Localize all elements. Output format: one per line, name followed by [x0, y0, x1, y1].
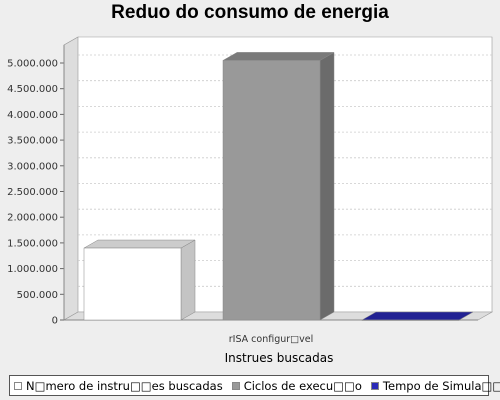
legend-label: N□mero de instru□□es buscadas	[26, 378, 223, 393]
chart-legend: N□mero de instru□□es buscadas Ciclos de e…	[9, 375, 500, 396]
y-tick-label: 3.500.000	[7, 136, 58, 147]
bar-2	[222, 51, 335, 321]
plot-left-wall	[63, 36, 79, 321]
bar-3	[361, 311, 474, 321]
y-tick-label: 3.000.000	[7, 161, 58, 172]
legend-item: Ciclos de execu□□o	[231, 378, 362, 393]
bar-side	[319, 51, 335, 321]
legend-label: Ciclos de execu□□o	[243, 378, 362, 393]
bar-front	[222, 60, 321, 321]
y-tick-label: 1.000.000	[7, 264, 58, 275]
legend-item: N□mero de instru□□es buscadas	[14, 379, 223, 393]
bar-front	[83, 247, 182, 321]
y-tick-label: 1.500.000	[7, 238, 58, 249]
x-axis-title: Instrues buscadas	[225, 351, 334, 365]
legend-label: Tempo de Simula□□o	[382, 378, 500, 393]
y-tick-label: 5.000.000	[7, 58, 58, 69]
y-tick-label: 2.500.000	[7, 187, 58, 198]
y-tick-label: 2.000.000	[7, 213, 58, 224]
chart-title: Reduo do consumo de energia	[111, 2, 389, 23]
bar-top	[83, 239, 196, 249]
y-tick-label: 0	[52, 316, 58, 327]
legend-swatch	[370, 381, 379, 390]
bar-front	[361, 319, 460, 321]
x-category-label: rISA configur□vel	[229, 334, 314, 345]
y-tick-label: 500.000	[17, 290, 58, 301]
y-tick-label: 4.000.000	[7, 110, 58, 121]
bar-top	[361, 311, 474, 321]
bar-top	[222, 52, 335, 61]
y-tick-label: 4.500.000	[7, 84, 58, 95]
bar-1	[83, 239, 196, 321]
bar-side	[180, 239, 196, 321]
legend-swatch	[14, 381, 22, 390]
legend-item: Tempo de Simula□□o	[370, 378, 500, 393]
legend-swatch	[231, 381, 240, 390]
